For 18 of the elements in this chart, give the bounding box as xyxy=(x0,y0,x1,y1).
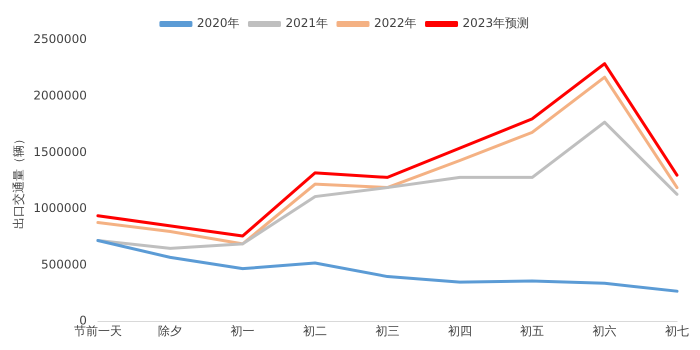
y-tick-label: 500000 xyxy=(41,257,87,272)
y-tick-label: 2500000 xyxy=(33,32,87,46)
y-tick-label: 1500000 xyxy=(33,144,87,159)
legend-label: 2020年 xyxy=(196,16,240,30)
x-tick-label: 初五 xyxy=(520,324,544,338)
legend-label: 2022年 xyxy=(374,16,417,30)
x-tick-label: 初七 xyxy=(665,324,689,338)
legend-label: 2021年 xyxy=(285,16,328,30)
y-tick-label: 1000000 xyxy=(33,201,87,216)
x-tick-label: 初六 xyxy=(592,324,617,338)
x-tick-label: 除夕 xyxy=(158,324,182,338)
x-tick-label: 初一 xyxy=(230,324,255,338)
x-tick-label: 初四 xyxy=(448,324,472,338)
y-tick-label: 2000000 xyxy=(33,88,87,102)
y-axis-title: 出口交通量（辆） xyxy=(11,132,26,229)
legend-label: 2023年预测 xyxy=(462,16,530,30)
x-tick-label: 初三 xyxy=(375,324,400,338)
x-tick-label: 初二 xyxy=(303,324,328,338)
